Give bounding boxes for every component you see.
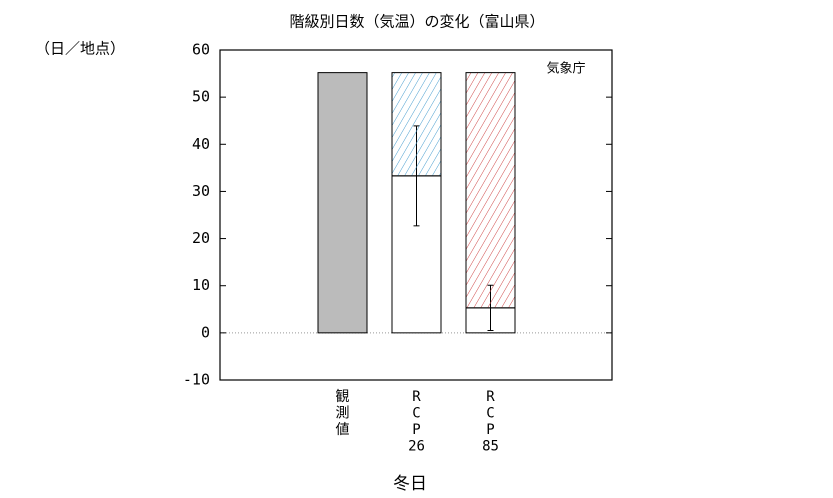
x-axis-label: 冬日 — [393, 474, 427, 494]
x-tick-label: C — [486, 406, 494, 422]
y-tick-label: -10 — [183, 371, 210, 389]
x-tick-label: R — [412, 389, 421, 405]
x-tick-label: P — [486, 422, 494, 438]
y-tick-label: 30 — [192, 182, 210, 200]
bar — [465, 72, 516, 309]
y-tick-label: 0 — [201, 323, 210, 341]
x-tick-label: C — [412, 406, 420, 422]
bar — [391, 72, 442, 177]
x-tick-label: 値 — [336, 422, 350, 438]
x-tick-label: P — [412, 422, 420, 438]
x-tick-label: 85 — [482, 439, 499, 455]
y-unit: （日／地点） — [35, 40, 125, 58]
y-tick-label: 50 — [192, 88, 210, 106]
bar — [317, 72, 368, 334]
y-tick-label: 10 — [192, 276, 210, 294]
plot-frame — [219, 49, 613, 381]
x-tick-label: 観 — [336, 388, 350, 405]
x-tick-label: 26 — [408, 439, 425, 455]
x-tick-label: 測 — [336, 406, 350, 422]
y-tick-label: 40 — [192, 135, 210, 153]
source-label: 気象庁 — [546, 61, 585, 77]
x-tick-label: R — [486, 389, 495, 405]
chart-title: 階級別日数（気温）の変化（富山県） — [289, 13, 544, 31]
y-tick-label: 20 — [192, 229, 210, 247]
y-tick-label: 60 — [192, 41, 210, 59]
